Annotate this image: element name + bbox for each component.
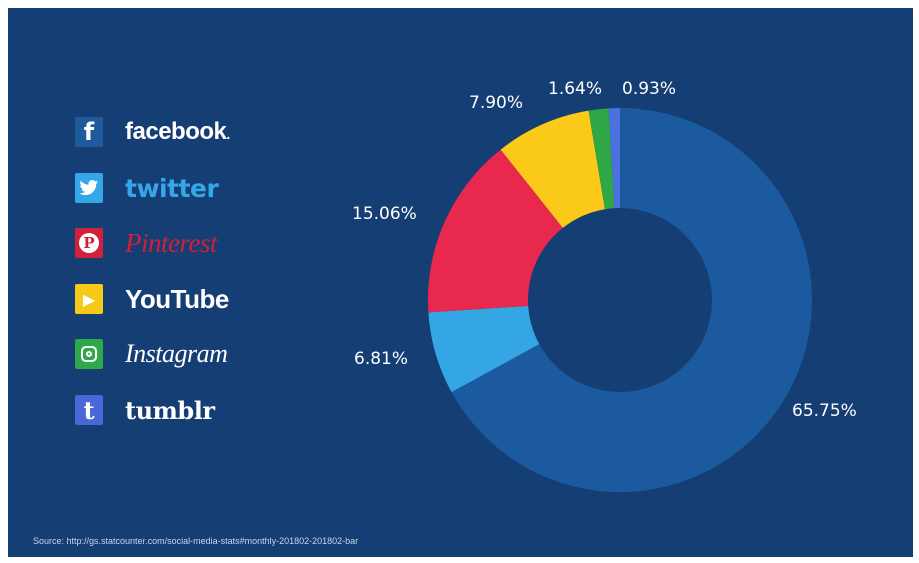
slice-label-instagram: 1.64% bbox=[548, 79, 602, 99]
tumblr-icon: t bbox=[75, 395, 103, 425]
youtube-icon: ▶ bbox=[75, 284, 103, 314]
legend-item-tumblr: t tumblr bbox=[75, 392, 215, 428]
donut-slices bbox=[428, 108, 812, 493]
legend-label-facebook: facebook. bbox=[125, 118, 230, 145]
instagram-glyph bbox=[81, 346, 97, 362]
legend-label-youtube: YouTube bbox=[125, 283, 229, 314]
donut-slice-pinterest bbox=[428, 149, 563, 313]
slice-label-facebook: 65.75% bbox=[792, 401, 857, 421]
legend-item-twitter: twitter bbox=[75, 170, 219, 206]
legend-label-pinterest: Pinterest bbox=[125, 227, 217, 258]
slice-label-twitter: 6.81% bbox=[354, 349, 408, 369]
legend-item-facebook: f facebook. bbox=[75, 114, 230, 150]
facebook-icon: f bbox=[75, 117, 103, 147]
donut-slice-youtube bbox=[500, 110, 605, 228]
slice-label-youtube: 7.90% bbox=[469, 93, 523, 113]
twitter-icon bbox=[75, 173, 103, 203]
pinterest-icon: P bbox=[75, 228, 103, 258]
slice-label-tumblr: 0.93% bbox=[622, 79, 676, 99]
twitter-bird-glyph bbox=[79, 180, 98, 196]
donut-slice-facebook bbox=[451, 108, 812, 493]
legend-label-tumblr: tumblr bbox=[125, 395, 215, 425]
slice-labels: 65.75% 6.81% 15.06% 7.90% 1.64% 0.93% bbox=[352, 79, 857, 421]
legend-item-youtube: ▶ YouTube bbox=[75, 281, 229, 317]
donut-slice-twitter bbox=[428, 305, 540, 393]
pinterest-glyph: P bbox=[79, 233, 99, 253]
donut-slice-tumblr bbox=[608, 108, 620, 209]
legend-item-instagram: Instagram bbox=[75, 336, 228, 372]
legend-item-pinterest: P Pinterest bbox=[75, 225, 217, 261]
instagram-icon bbox=[75, 339, 103, 369]
source-note: Source: http://gs.statcounter.com/social… bbox=[33, 536, 359, 546]
legend-label-instagram: Instagram bbox=[125, 339, 228, 368]
donut-slice-instagram bbox=[588, 108, 615, 210]
slice-label-pinterest: 15.06% bbox=[352, 204, 417, 224]
legend-label-twitter: twitter bbox=[125, 173, 219, 203]
